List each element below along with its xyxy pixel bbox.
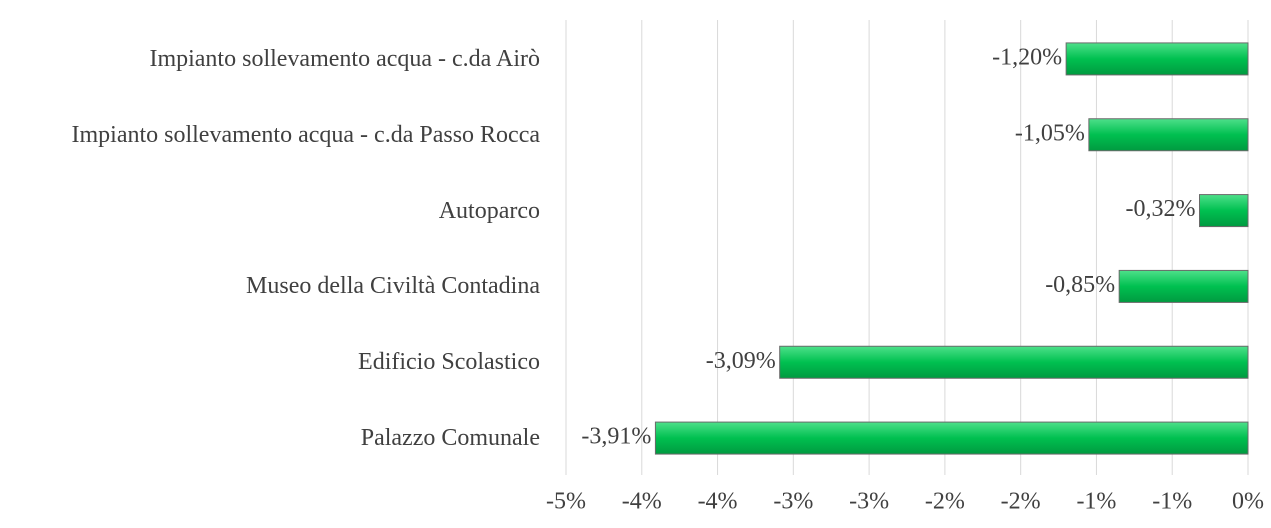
y-tick-label: Impianto sollevamento acqua - c.da Airò: [149, 45, 540, 72]
x-tick-label: 0%: [1232, 489, 1264, 515]
x-tick-label: -1%: [1152, 489, 1192, 515]
data-label: -3,09%: [706, 348, 776, 374]
x-tick-label: -4%: [622, 489, 662, 515]
x-tick-label: -3%: [773, 489, 813, 515]
data-label: -3,91%: [581, 424, 651, 450]
bar: [1088, 118, 1249, 152]
bar: [654, 421, 1249, 455]
x-tick-label: -2%: [1001, 489, 1041, 515]
bar: [1118, 269, 1249, 303]
data-label: -0,32%: [1126, 196, 1196, 222]
y-tick-label: Museo della Civiltà Contadina: [246, 273, 540, 300]
y-tick-label: Palazzo Comunale: [360, 425, 540, 452]
data-label: -0,85%: [1045, 272, 1115, 298]
x-tick-label: -5%: [546, 489, 586, 515]
y-tick-label: Autoparco: [438, 197, 540, 224]
bar: [779, 345, 1249, 379]
data-label: -1,20%: [992, 44, 1062, 70]
x-tick-label: -3%: [849, 489, 889, 515]
bar: [1065, 42, 1249, 76]
x-tick-label: -1%: [1076, 489, 1116, 515]
data-label: -1,05%: [1015, 120, 1085, 146]
y-tick-label: Impianto sollevamento acqua - c.da Passo…: [71, 121, 540, 148]
bar: [1199, 194, 1249, 228]
x-tick-label: -2%: [925, 489, 965, 515]
y-tick-label: Edificio Scolastico: [358, 349, 540, 376]
x-tick-label: -4%: [698, 489, 738, 515]
